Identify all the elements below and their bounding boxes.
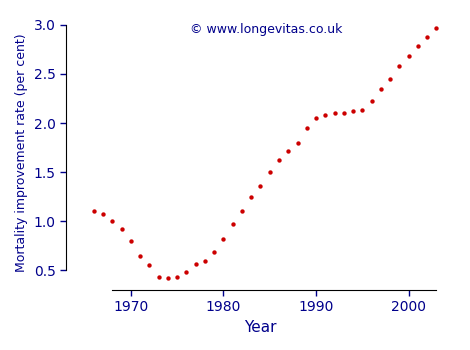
Text: © www.longevitas.co.uk: © www.longevitas.co.uk <box>190 23 343 36</box>
Point <box>275 158 283 163</box>
Point <box>266 169 274 175</box>
Point <box>257 183 264 189</box>
Point <box>321 112 329 118</box>
Point <box>349 108 357 114</box>
Point <box>248 194 255 199</box>
Y-axis label: Mortality improvement rate (per cent): Mortality improvement rate (per cent) <box>15 33 28 272</box>
Point <box>99 212 107 217</box>
Point <box>340 110 348 116</box>
Point <box>312 116 320 121</box>
Point <box>368 99 376 104</box>
Point <box>109 218 116 224</box>
Point <box>90 209 97 214</box>
Point <box>331 110 338 116</box>
Point <box>211 249 218 254</box>
Point <box>386 76 394 82</box>
Point <box>359 107 366 113</box>
Point <box>405 54 413 59</box>
Point <box>377 86 384 91</box>
Point <box>201 258 209 263</box>
Point <box>303 125 311 131</box>
Point <box>127 238 134 244</box>
Point <box>219 236 227 242</box>
Point <box>423 34 431 40</box>
Point <box>146 262 153 268</box>
Point <box>396 63 403 69</box>
Point <box>136 253 144 258</box>
Point <box>238 209 246 214</box>
Point <box>284 148 292 153</box>
Point <box>183 270 190 275</box>
Point <box>433 25 440 30</box>
Point <box>229 222 236 227</box>
Point <box>294 140 301 146</box>
Point <box>155 274 162 280</box>
X-axis label: Year: Year <box>244 320 277 335</box>
Point <box>173 274 181 280</box>
Point <box>118 226 125 232</box>
Point <box>414 44 422 49</box>
Point <box>192 261 199 266</box>
Point <box>164 275 172 281</box>
